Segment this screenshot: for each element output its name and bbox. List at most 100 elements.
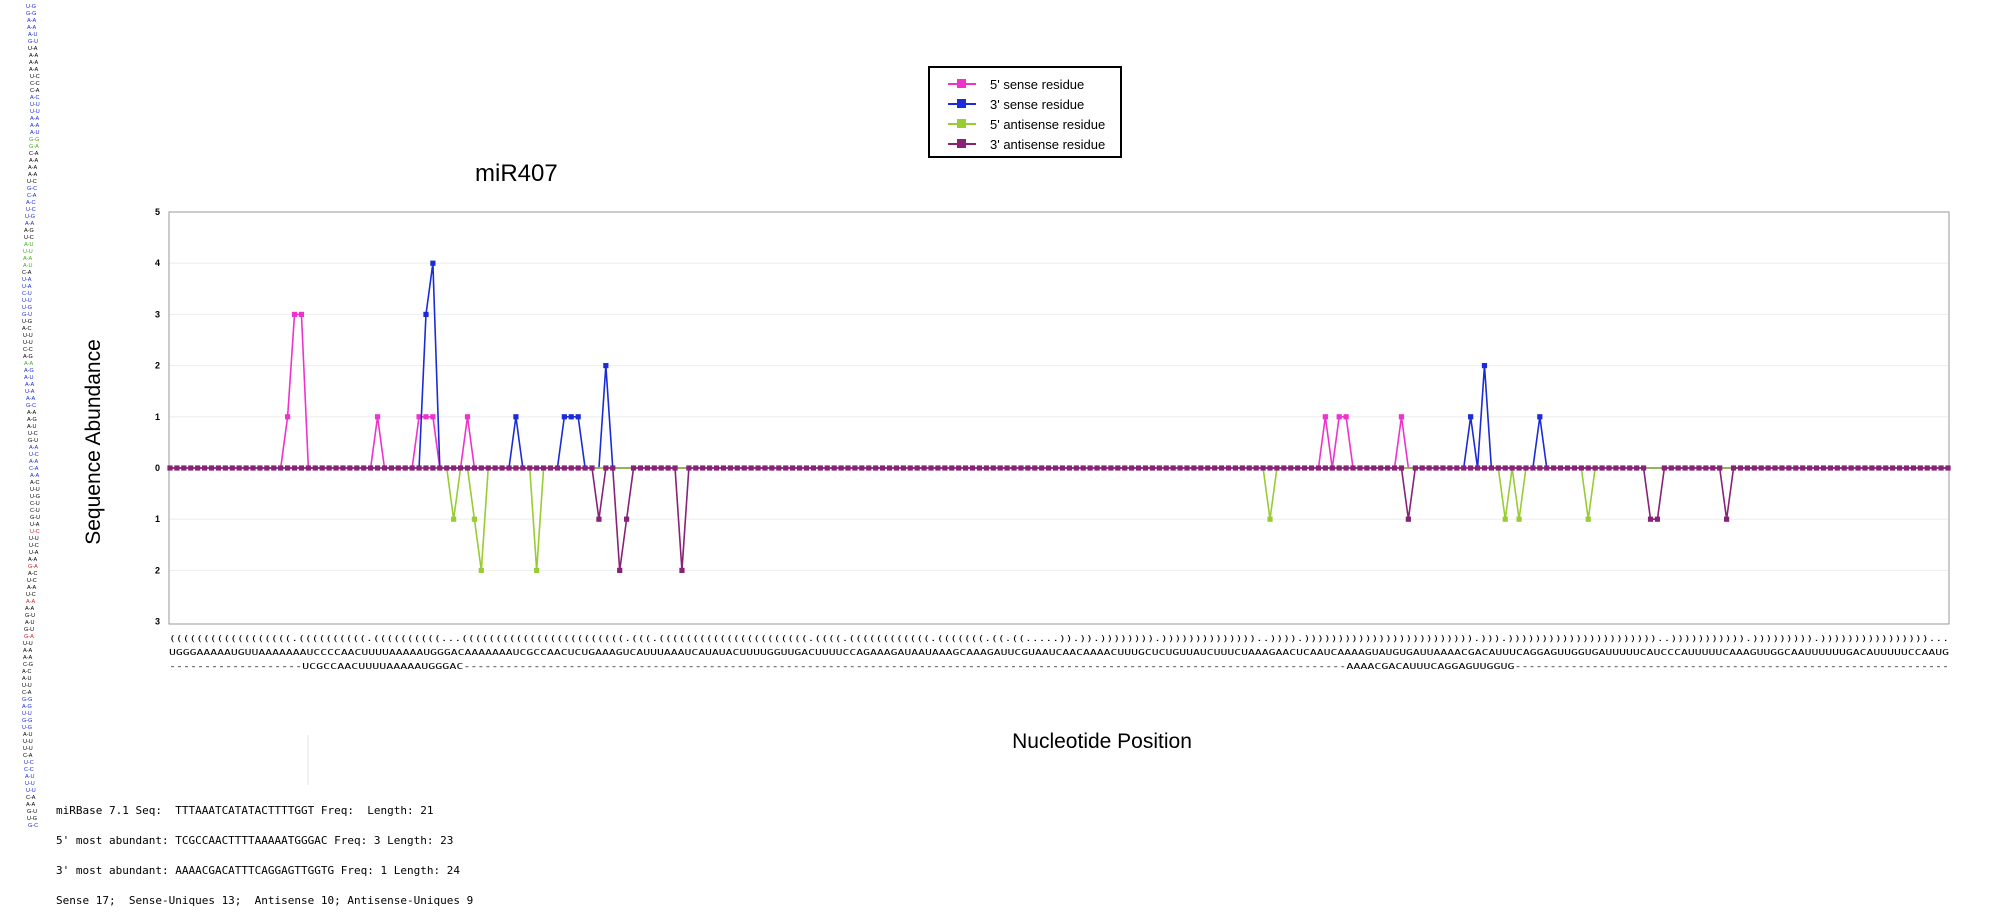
data-point xyxy=(720,465,727,471)
data-point xyxy=(478,567,484,573)
data-point xyxy=(1142,465,1149,471)
data-point xyxy=(1703,465,1709,471)
data-point xyxy=(997,465,1003,471)
data-point xyxy=(423,465,429,471)
data-point xyxy=(215,465,222,471)
data-point xyxy=(416,414,422,420)
data-point xyxy=(1059,465,1066,471)
data-point xyxy=(444,465,450,471)
data-point xyxy=(1129,465,1135,471)
hairpin-base-pair: A-A xyxy=(24,361,34,367)
data-point xyxy=(1308,465,1315,471)
data-point xyxy=(1454,465,1460,471)
data-point xyxy=(1730,465,1737,471)
hairpin-base-pair: A-A xyxy=(28,172,38,178)
data-point xyxy=(312,465,318,471)
series-4 xyxy=(167,465,1951,573)
legend-item-3-antisense: 3' antisense residue xyxy=(948,134,1105,154)
data-point xyxy=(1350,465,1356,471)
data-point xyxy=(783,465,789,471)
hairpin-base-pair: C-A xyxy=(29,151,39,157)
data-point xyxy=(1883,465,1889,471)
hairpin-base-pair: U-U xyxy=(23,333,33,339)
data-point xyxy=(637,465,644,471)
data-point xyxy=(1862,465,1868,471)
plot-area xyxy=(168,211,1950,625)
x-axis-label: Nucleotide Position xyxy=(1012,730,1192,753)
data-point xyxy=(1412,465,1418,471)
data-point xyxy=(1018,465,1024,471)
data-point xyxy=(1267,465,1273,471)
hairpin-base-pair: C-A xyxy=(23,753,33,759)
data-point xyxy=(1101,465,1107,471)
y-axis-label: Sequence Abundance xyxy=(82,339,105,545)
data-point xyxy=(1260,465,1266,471)
data-point xyxy=(1495,465,1501,471)
data-point xyxy=(810,465,816,471)
data-point xyxy=(1689,465,1695,471)
hairpin-base-pair: G-G xyxy=(22,718,32,724)
y-tick-label: 2 xyxy=(155,361,160,371)
data-point xyxy=(1398,465,1405,471)
hairpin-base-pair: A-A xyxy=(29,60,39,66)
data-point xyxy=(285,465,291,471)
hairpin-base-pair: A-A xyxy=(30,473,40,479)
data-point xyxy=(1481,465,1488,471)
data-point xyxy=(1177,465,1183,471)
hairpin-base-pair: U-C xyxy=(30,529,40,535)
hairpin-base-pair: C-C xyxy=(23,347,33,353)
hairpin-base-pair: C-A xyxy=(22,690,32,696)
hairpin-base-pair: U-C xyxy=(30,74,40,80)
data-point xyxy=(374,414,381,420)
legend-label: 5' antisense residue xyxy=(990,116,1106,132)
data-point xyxy=(520,465,526,471)
data-point xyxy=(1468,465,1474,471)
data-point xyxy=(1647,516,1654,522)
data-point xyxy=(1765,465,1771,471)
legend-swatch-icon xyxy=(948,138,976,150)
data-point xyxy=(1073,465,1079,471)
data-point xyxy=(859,465,865,471)
data-point xyxy=(1502,516,1508,522)
data-point xyxy=(1378,465,1384,471)
data-point xyxy=(1461,465,1467,471)
hairpin-base-pair: U-G xyxy=(27,816,37,822)
hairpin-base-pair: U-C xyxy=(29,452,39,458)
abundance-chart: U-GG-GA-AA-AA-UG-UU-AA-AA-AA-AU-CC-CC-AA… xyxy=(22,4,1951,829)
data-point xyxy=(900,465,906,471)
hairpin-base-pair: A-A xyxy=(29,67,39,73)
data-point xyxy=(381,465,388,471)
data-point xyxy=(471,465,477,471)
data-point xyxy=(1336,414,1342,420)
data-point xyxy=(1170,465,1176,471)
data-point xyxy=(527,465,533,471)
data-point xyxy=(1592,465,1598,471)
hairpin-base-pair: A-U xyxy=(22,676,32,682)
hairpin-base-pair: U-U xyxy=(25,781,35,787)
data-point xyxy=(1004,465,1010,471)
hairpin-base-pair: G-U xyxy=(30,515,40,521)
data-point xyxy=(1481,363,1488,369)
data-point xyxy=(693,465,699,471)
data-point xyxy=(1205,465,1211,471)
data-point xyxy=(1447,465,1453,471)
data-point xyxy=(1025,465,1031,471)
data-point xyxy=(1239,465,1245,471)
data-point xyxy=(257,465,263,471)
hairpin-base-pair: U-U xyxy=(30,109,40,115)
data-point xyxy=(665,465,671,471)
data-point xyxy=(1537,465,1543,471)
data-point xyxy=(1827,465,1833,471)
hairpin-base-pair: A-A xyxy=(27,25,37,31)
data-point xyxy=(1315,465,1322,471)
data-point xyxy=(1710,465,1716,471)
y-tick-label: 2 xyxy=(155,565,160,575)
data-point xyxy=(575,465,581,471)
data-point xyxy=(1405,516,1411,522)
hairpin-base-pair: G-U xyxy=(27,809,37,815)
info-line-mirbase: miRBase 7.1 Seq: TTTAAATCATATACTTTTGGT F… xyxy=(56,804,434,817)
hairpin-base-pair: A-G xyxy=(24,368,34,374)
data-point xyxy=(1917,465,1923,471)
hairpin-base-pair: U-A xyxy=(30,522,40,528)
series-2 xyxy=(170,260,1948,469)
